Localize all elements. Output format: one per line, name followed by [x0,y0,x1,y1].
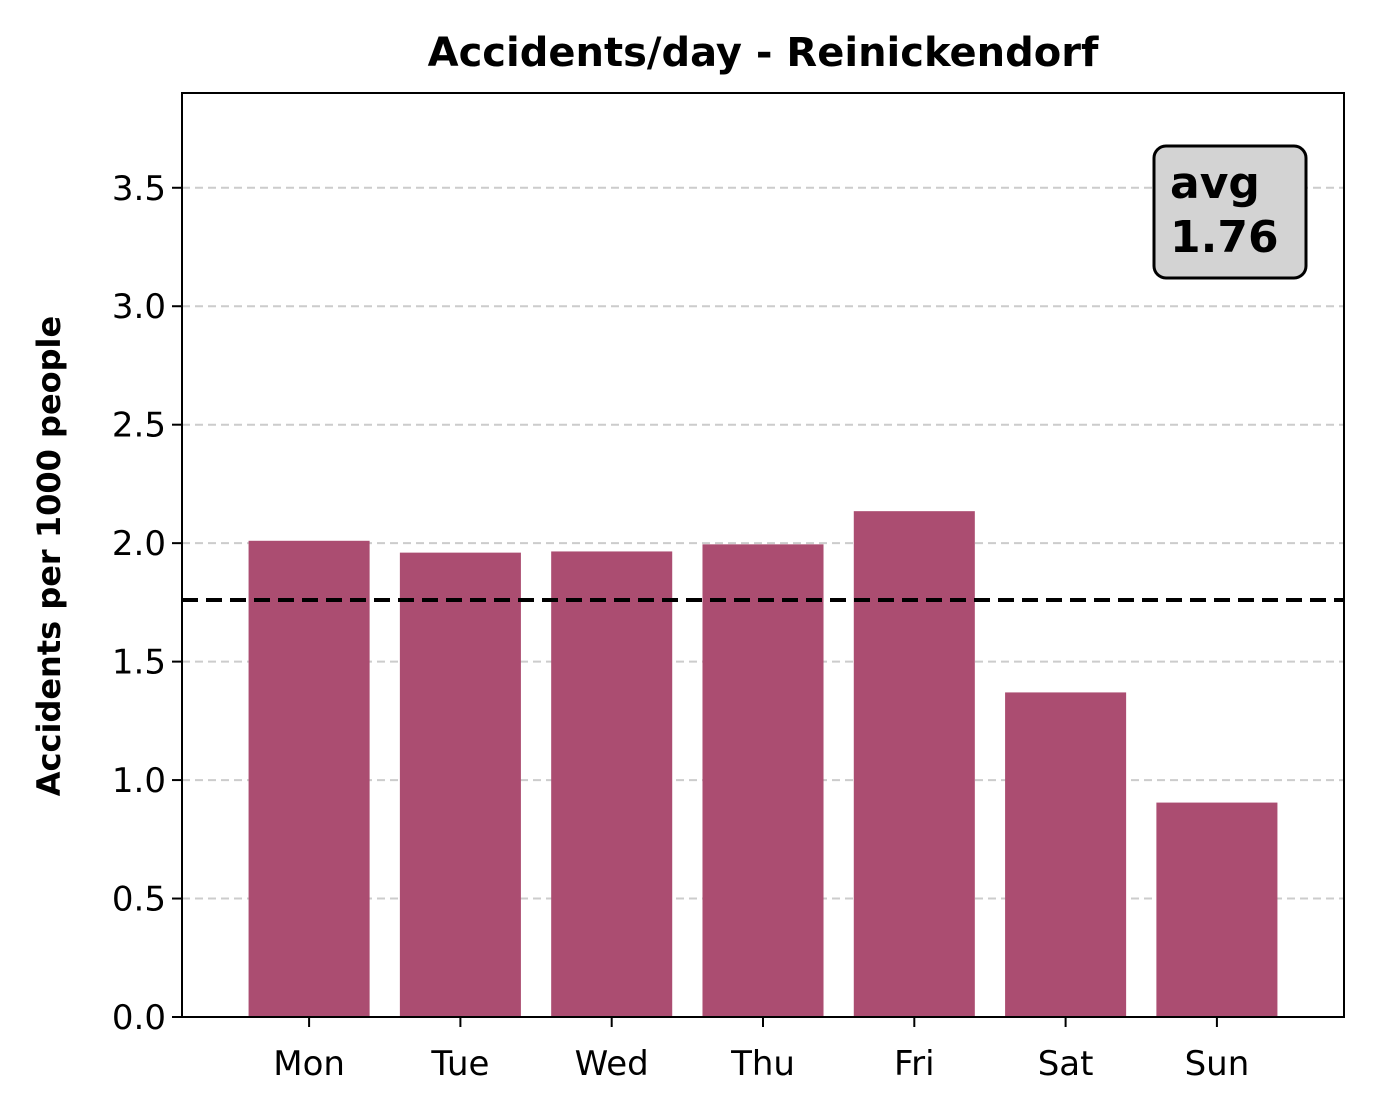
bars-layer [248,511,1278,1017]
bar-tue [399,552,521,1017]
y-axis-label: Accidents per 1000 people [30,316,68,796]
bar-sat [1005,692,1127,1017]
x-tick-label-thu: Thu [730,1044,795,1084]
ticks-layer: 0.0 0.5 1.0 1.5 2.0 2.5 3.0 3.5 Mon Tue Wed Thu Fri S… [112,169,1249,1084]
x-tick-label-fri: Fri [894,1044,935,1084]
grid-layer [182,186,1344,900]
x-tick-label-mon: Mon [273,1044,345,1084]
y-tick-label: 1.5 [112,643,166,683]
bar-fri [853,511,975,1017]
x-tick-label-sat: Sat [1038,1044,1094,1084]
y-tick-label: 3.0 [112,287,166,327]
bar-sun [1156,802,1278,1017]
average-annotation: avg 1.76 [1152,144,1308,280]
y-tick-label: 3.5 [112,169,166,209]
x-tick-label-sun: Sun [1185,1044,1250,1084]
y-tick-label: 1.0 [112,761,166,801]
average-label-prefix: avg [1170,158,1260,209]
bar-wed [551,551,673,1017]
bar-thu [702,544,824,1017]
chart-title: Accidents/day - Reinickendorf [428,30,1099,76]
average-box [1152,144,1308,280]
bar-mon [248,540,370,1017]
average-label-value: 1.76 [1170,212,1279,263]
y-tick-label: 0.0 [112,998,166,1038]
x-tick-label-tue: Tue [430,1044,489,1084]
x-tick-label-wed: Wed [575,1044,649,1084]
y-tick-label: 2.0 [112,524,166,564]
y-tick-label: 0.5 [112,880,166,920]
y-tick-label: 2.5 [112,406,166,446]
